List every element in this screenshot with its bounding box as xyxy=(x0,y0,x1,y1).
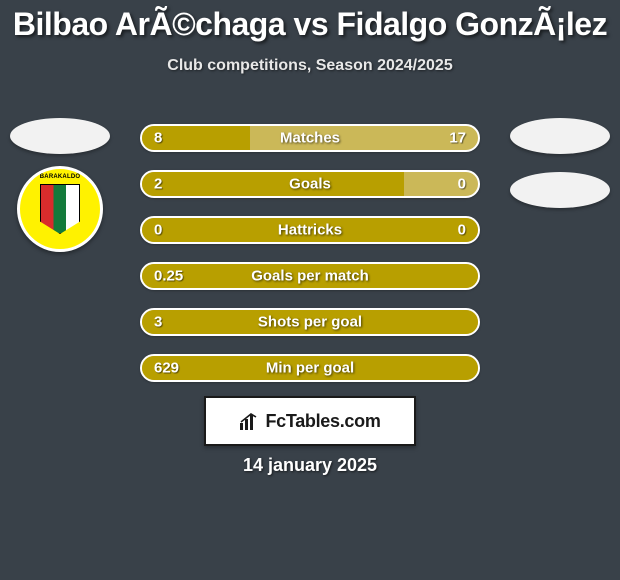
stat-right-value: 0 xyxy=(458,176,466,193)
comparison-card: Bilbao ArÃ©chaga vs Fidalgo GonzÃ¡lez Cl… xyxy=(0,0,620,580)
card-date: 14 january 2025 xyxy=(243,455,377,476)
stat-row: 0.25 Goals per match xyxy=(140,262,480,290)
stat-row: 2 0 Goals xyxy=(140,170,480,198)
stats-bars: 8 17 Matches 2 0 Goals 0 0 Hattricks 0.25 Goals pe… xyxy=(140,124,480,400)
stat-row: 8 17 Matches xyxy=(140,124,480,152)
stat-left-value: 0 xyxy=(154,222,162,239)
club-badge-left: BARAKALDO xyxy=(17,166,103,252)
stat-left-value: 0.25 xyxy=(154,268,183,285)
stat-right-value: 17 xyxy=(449,130,466,147)
stat-row: 3 Shots per goal xyxy=(140,308,480,336)
spain-flag-icon xyxy=(510,172,610,208)
stat-left-value: 8 xyxy=(154,130,162,147)
chart-icon xyxy=(239,411,259,431)
stat-label: Min per goal xyxy=(266,360,354,377)
stat-label: Goals per match xyxy=(251,268,369,285)
stat-left-bar xyxy=(142,172,404,196)
stat-label: Shots per goal xyxy=(258,314,362,331)
fctables-label: FcTables.com xyxy=(265,411,380,432)
stat-right-value: 0 xyxy=(458,222,466,239)
stat-row: 629 Min per goal xyxy=(140,354,480,382)
page-subtitle: Club competitions, Season 2024/2025 xyxy=(0,57,620,75)
club-badge-left-label: BARAKALDO xyxy=(20,174,100,180)
player-left-col: BARAKALDO xyxy=(10,118,110,252)
stat-label: Matches xyxy=(280,130,340,147)
fctables-badge: FcTables.com xyxy=(204,396,416,446)
player-right-col xyxy=(510,118,610,220)
stat-label: Goals xyxy=(289,176,331,193)
spain-flag-icon xyxy=(10,118,110,154)
stat-label: Hattricks xyxy=(278,222,342,239)
stat-row: 0 0 Hattricks xyxy=(140,216,480,244)
page-title: Bilbao ArÃ©chaga vs Fidalgo GonzÃ¡lez xyxy=(0,0,620,43)
spain-flag-icon xyxy=(510,118,610,154)
stat-left-value: 629 xyxy=(154,360,179,377)
stat-left-value: 2 xyxy=(154,176,162,193)
stat-left-value: 3 xyxy=(154,314,162,331)
